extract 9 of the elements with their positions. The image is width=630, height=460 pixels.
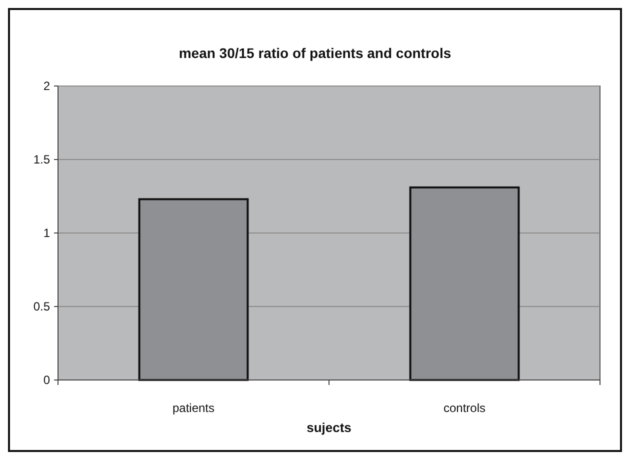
chart-title: mean 30/15 ratio of patients and controls — [178, 45, 452, 61]
y-tick-label: 0.5 — [33, 300, 50, 314]
y-tick-label: 1 — [43, 226, 50, 240]
y-tick-label: 2 — [43, 79, 50, 94]
x-axis-title: sujects — [306, 420, 352, 435]
x-tick-label: controls — [443, 401, 486, 415]
y-tick-label: 1.5 — [33, 152, 50, 167]
x-tick-label: patients — [172, 401, 215, 415]
y-tick-label: 0 — [43, 373, 50, 388]
